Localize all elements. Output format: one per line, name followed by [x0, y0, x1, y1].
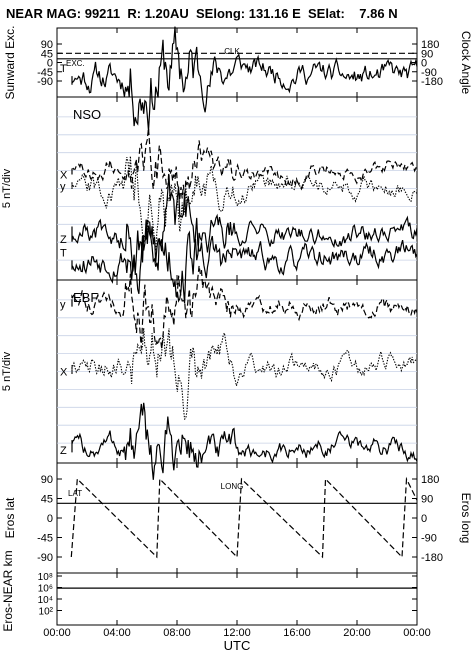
y-tick-label-right: 90: [421, 494, 433, 506]
y-tick-label-left: 0: [47, 513, 53, 525]
legend-label-long: LONG: [221, 482, 244, 491]
legend-label-exc: EXC.: [66, 59, 85, 68]
y-tick-label-log: 10⁴: [38, 595, 53, 606]
series-label-z: Z: [60, 234, 67, 246]
y-tick-label-left: 90: [41, 474, 53, 486]
series-line-t: [71, 217, 418, 304]
y-axis-label: 5 nT/div: [1, 168, 13, 208]
y-tick-label-right: 90: [421, 48, 433, 60]
legend-label-lat: LAT: [68, 489, 82, 498]
series-line-x: [71, 128, 418, 200]
y-axis-label: 5 nT/div: [1, 351, 13, 391]
x-tick-label: 12:00: [223, 627, 251, 639]
series-line-y: [71, 265, 418, 349]
series-label-x: X: [60, 169, 68, 181]
panel-frame-0: [56, 27, 418, 98]
x-tick-label: 00:00: [403, 627, 431, 639]
y-tick-label-left: -45: [37, 533, 53, 545]
panel-frame-3: [56, 462, 418, 574]
series-line-t: [71, 26, 418, 131]
y-tick-label-log: 10⁸: [38, 572, 53, 583]
y-tick-label-right: -180: [421, 552, 443, 564]
y-tick-label-log: 10²: [39, 607, 54, 618]
series-line-long: [70, 476, 418, 559]
chart-panels: 00:00 04:00 08:00 12:00 16:00 20:00 00:0090450…: [1, 25, 473, 639]
y-axis-label-right: Clock Angle: [459, 31, 473, 95]
y-axis-label-right: Eros long: [459, 493, 473, 544]
series-line-y: [71, 156, 418, 251]
x-tick-label: 16:00: [283, 627, 311, 639]
series-label-t: T: [60, 247, 67, 259]
series-label-y: y: [60, 299, 66, 311]
series-label-z: Z: [60, 445, 67, 457]
y-axis-label-left: Eros lat: [3, 497, 17, 538]
y-tick-label-left: 45: [41, 48, 53, 60]
series-line-z: [71, 174, 418, 295]
series-line-x: [71, 327, 418, 421]
y-tick-label-left: -90: [37, 76, 53, 88]
series-label-y: y: [60, 181, 66, 193]
series-label-x: X: [60, 366, 68, 378]
y-axis-label-left: Sunward Exc.: [3, 25, 17, 99]
y-tick-label-left: -45: [37, 67, 53, 79]
series-label-t: T: [60, 63, 67, 75]
y-tick-label-right: -90: [421, 533, 437, 545]
y-tick-label-right: -90: [421, 67, 437, 79]
y-tick-label-left: -90: [37, 552, 53, 564]
panel-label-nso: NSO: [73, 107, 101, 122]
legend-label-clk: CLK: [224, 47, 240, 56]
y-tick-label-right: 0: [421, 58, 427, 70]
y-axis-label-distance: Eros-NEAR km: [1, 550, 15, 631]
y-tick-label-left: 90: [41, 39, 53, 51]
series-line-z: [71, 402, 418, 480]
y-tick-label-right: 180: [421, 474, 439, 486]
x-tick-label: 00:00: [43, 627, 71, 639]
x-tick-label: 20:00: [343, 627, 371, 639]
x-tick-label: 08:00: [163, 627, 191, 639]
y-tick-label-left: 0: [47, 58, 53, 70]
x-tick-label: 04:00: [103, 627, 131, 639]
y-tick-label-log: 10⁶: [38, 584, 53, 595]
y-tick-label-right: 180: [421, 39, 439, 51]
chart-title: NEAR MAG: 99211 R: 1.20AU SElong: 131.16…: [6, 6, 398, 21]
y-tick-label-left: 45: [41, 494, 53, 506]
y-tick-label-right: -180: [421, 76, 443, 88]
panel-frame-4: [56, 572, 418, 626]
panel-label-ebf: EBF: [73, 290, 98, 305]
y-tick-label-right: 0: [421, 513, 427, 525]
x-axis-label: UTC: [224, 638, 251, 653]
